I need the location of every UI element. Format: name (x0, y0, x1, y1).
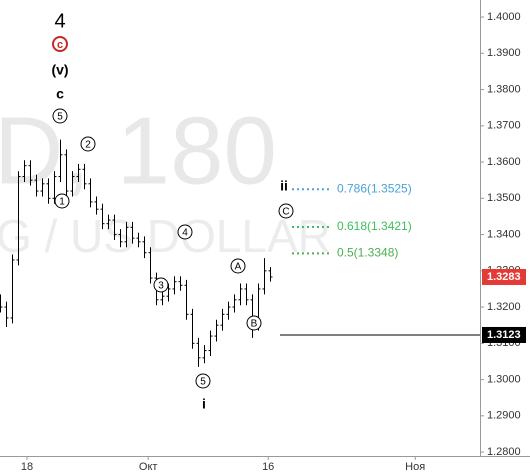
price-label: 1.3123 (487, 329, 521, 341)
wave-label: (v) (51, 62, 68, 78)
wave-label: i (202, 396, 206, 412)
fib-label: 0.5(1.3348) (337, 246, 398, 260)
y-tick-label: 1.3800 (487, 83, 521, 95)
x-tick-label: 16 (262, 461, 274, 473)
wave-label: c (56, 86, 64, 102)
price-label-box (482, 268, 526, 285)
y-tick-label: 1.3700 (487, 120, 521, 132)
wave-label: 5 (57, 112, 63, 123)
wave-label: A (235, 262, 242, 273)
x-tick-label: 18 (21, 461, 33, 473)
wave-label: 4 (54, 10, 65, 32)
wave-label: ii (280, 178, 288, 194)
fib-label: 0.618(1.3421) (337, 219, 412, 233)
y-tick-label: 1.4000 (487, 11, 521, 23)
wave-circle (52, 36, 68, 52)
y-tick-label: 1.3900 (487, 47, 521, 59)
wave-circle (54, 193, 70, 209)
wave-label: 3 (158, 281, 164, 292)
wave-label: 2 (85, 140, 91, 151)
fib-label: 0.786(1.3525) (337, 181, 412, 195)
watermark: G / US DOLLAR (0, 210, 331, 262)
y-tick-label: 1.3600 (487, 156, 521, 168)
wave-label: c (57, 39, 63, 51)
y-tick-label: 1.3200 (487, 301, 521, 313)
wave-circle (52, 108, 68, 124)
price-label: 1.3283 (487, 271, 521, 283)
wave-label: B (251, 319, 258, 330)
wave-circle (195, 373, 211, 389)
y-tick-label: 1.3000 (487, 373, 521, 385)
wave-circle (80, 136, 96, 152)
wave-label: 1 (59, 197, 65, 208)
wave-circle (246, 315, 262, 331)
wave-circle (177, 224, 193, 240)
y-tick-label: 1.3500 (487, 192, 521, 204)
wave-circle (230, 258, 246, 274)
wave-circle (153, 277, 169, 293)
watermark: D, 180 (0, 97, 277, 204)
y-tick-label: 1.2800 (487, 446, 521, 458)
wave-circle (278, 203, 294, 219)
wave-label: 4 (182, 228, 188, 239)
wave-label: C (282, 207, 289, 218)
price-label-box (482, 326, 526, 343)
x-tick-label: Окт (139, 461, 158, 473)
wave-label: 5 (200, 377, 206, 388)
y-tick-label: 1.2900 (487, 410, 521, 422)
y-tick-label: 1.3400 (487, 228, 521, 240)
x-tick-label: Ноя (405, 461, 425, 473)
